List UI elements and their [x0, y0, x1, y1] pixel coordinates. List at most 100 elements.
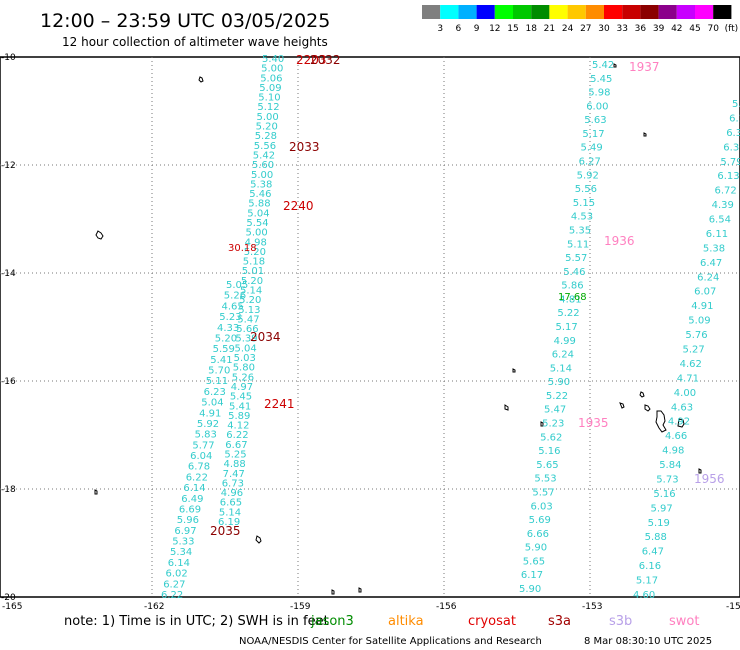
island-shape [504, 404, 509, 411]
wave-height-label: 5.16 [538, 446, 560, 457]
lon-axis-labels: -165 -162 -159 -156 -153 -15 [2, 602, 740, 612]
wave-height-label: 5.46 [563, 267, 585, 278]
wave-height-label: 5.96 [177, 515, 199, 526]
wave-height-label: 5.06 [260, 73, 282, 84]
wave-height-label: 5.33 [732, 99, 740, 110]
wave-height-label: 4.71 [677, 373, 699, 384]
color-scale-label: 9 [474, 24, 480, 34]
wave-height-label: 4.81 [559, 294, 581, 305]
wave-height-label: 6.03 [531, 501, 553, 512]
wave-height-label: 4.60 [633, 590, 655, 601]
time-label: 2035 [210, 524, 241, 538]
color-swatch [422, 5, 441, 19]
color-scale-label: 6 [456, 24, 462, 34]
wave-height-label: 5.42 [253, 151, 275, 162]
page-subtitle: 12 hour collection of altimeter wave hei… [62, 35, 328, 49]
lat-label: -16 [1, 377, 16, 387]
island-outlines [94, 63, 702, 595]
wave-height-label: 6.67 [225, 440, 247, 451]
color-scale-label: 12 [489, 24, 500, 34]
lon-label: -165 [2, 602, 22, 612]
wave-height-label: 6.11 [706, 229, 728, 240]
wave-height-label: 5.83 [195, 430, 217, 441]
wave-height-label: 5.92 [577, 170, 599, 181]
time-label: 2034 [250, 330, 281, 344]
wave-height-label: 5.28 [255, 131, 277, 142]
wave-height-label: 6.73 [222, 478, 244, 489]
island-shape [613, 63, 617, 68]
wave-height-label: 5.14 [219, 507, 241, 518]
wave-height-label: 5.04 [235, 343, 257, 354]
wave-height-label: 4.91 [691, 301, 713, 312]
wave-height-label: 5.88 [645, 532, 667, 543]
wave-height-label: 5.54 [246, 218, 268, 229]
wave-height-label: 5.56 [254, 141, 276, 152]
color-swatch [440, 5, 459, 19]
wave-height-label: 6.47 [642, 547, 664, 558]
wave-height-label: 5.57 [565, 253, 587, 264]
wave-height-label: 4.12 [227, 421, 249, 432]
wave-height-label: 6.07 [694, 287, 716, 298]
lon-label: -162 [144, 602, 164, 612]
wave-height-label: 5.59 [213, 344, 235, 355]
wave-height-label: 5.60 [252, 160, 274, 171]
wave-height-label: 4.91 [199, 408, 221, 419]
wave-height-label: 4.53 [571, 212, 593, 223]
satellite-s3b: s3b [609, 614, 632, 629]
wave-height-label: 6.54 [709, 215, 731, 226]
wave-value-high: 30.18 [228, 243, 257, 254]
lon-label: -15 [726, 602, 740, 612]
wave-height-label: 4.92 [668, 417, 690, 428]
footer-note: note: 1) Time is in UTC; 2) SWH is in fe… [64, 614, 329, 629]
wave-height-label: 4.33 [217, 323, 239, 334]
wave-height-label: 6.16 [729, 113, 740, 124]
wave-height-label: 5.19 [648, 518, 670, 529]
color-scale-label: 70 [707, 24, 719, 34]
wave-height-label: 5.69 [529, 515, 551, 526]
wave-height-label: 5.04 [247, 208, 269, 219]
color-scale-label: 3 [437, 24, 443, 34]
wave-height-label: 5.47 [544, 405, 566, 416]
wave-height-label: 5.00 [261, 64, 283, 75]
color-scale-label: 42 [671, 24, 682, 34]
color-scale-label: 18 [525, 24, 537, 34]
color-scale-label: 45 [689, 24, 700, 34]
wave-height-label: 6.69 [179, 505, 201, 516]
satellite-cryosat: cryosat [468, 614, 516, 629]
wave-height-label: 5.41 [210, 355, 232, 366]
wave-height-label: 5.03 [234, 353, 256, 364]
wave-height-label: 5.14 [240, 286, 262, 297]
wave-height-label: 6.22 [161, 590, 183, 601]
wave-height-label: 5.98 [588, 88, 610, 99]
color-swatch [622, 5, 641, 19]
pass-time-labels: 2203 2032 2033 2240 2034 2241 2035 1937 … [210, 53, 725, 538]
wave-height-label: 5.26 [232, 372, 254, 383]
wave-height-label: 5.14 [550, 363, 572, 374]
wave-height-label: 5.27 [683, 345, 705, 356]
wave-height-label: 5.47 [237, 314, 259, 325]
wave-height-label: 5.46 [249, 189, 271, 200]
color-scale-label: 24 [562, 24, 574, 34]
page-title: 12:00 – 23:59 UTC 03/05/2025 [40, 10, 330, 32]
wave-height-label: 5.65 [523, 556, 545, 567]
wave-height-label: 5.11 [206, 376, 228, 387]
wave-height-label: 5.20 [256, 122, 278, 133]
island-shape [677, 418, 685, 428]
wave-height-label: 5.45 [590, 74, 612, 85]
credit-text: NOAA/NESDIS Center for Satellite Applica… [239, 636, 542, 647]
color-swatch [604, 5, 623, 19]
satellite-swot: swot [669, 614, 699, 629]
wave-height-label: 5.00 [246, 228, 268, 239]
wave-height-label: 5.73 [656, 475, 678, 486]
graticule [0, 57, 740, 597]
wave-height-label: 4.00 [674, 388, 696, 399]
time-label: 2240 [283, 199, 314, 213]
high-wave-labels: 30.18 17.68 [228, 243, 587, 303]
color-swatch [695, 5, 714, 19]
wave-height-label: 4.99 [554, 336, 576, 347]
lon-label: -156 [436, 602, 457, 612]
color-swatch [658, 5, 677, 19]
color-scale-label: 30 [598, 24, 610, 34]
time-label: 1935 [578, 416, 609, 430]
map-frame [0, 56, 740, 598]
